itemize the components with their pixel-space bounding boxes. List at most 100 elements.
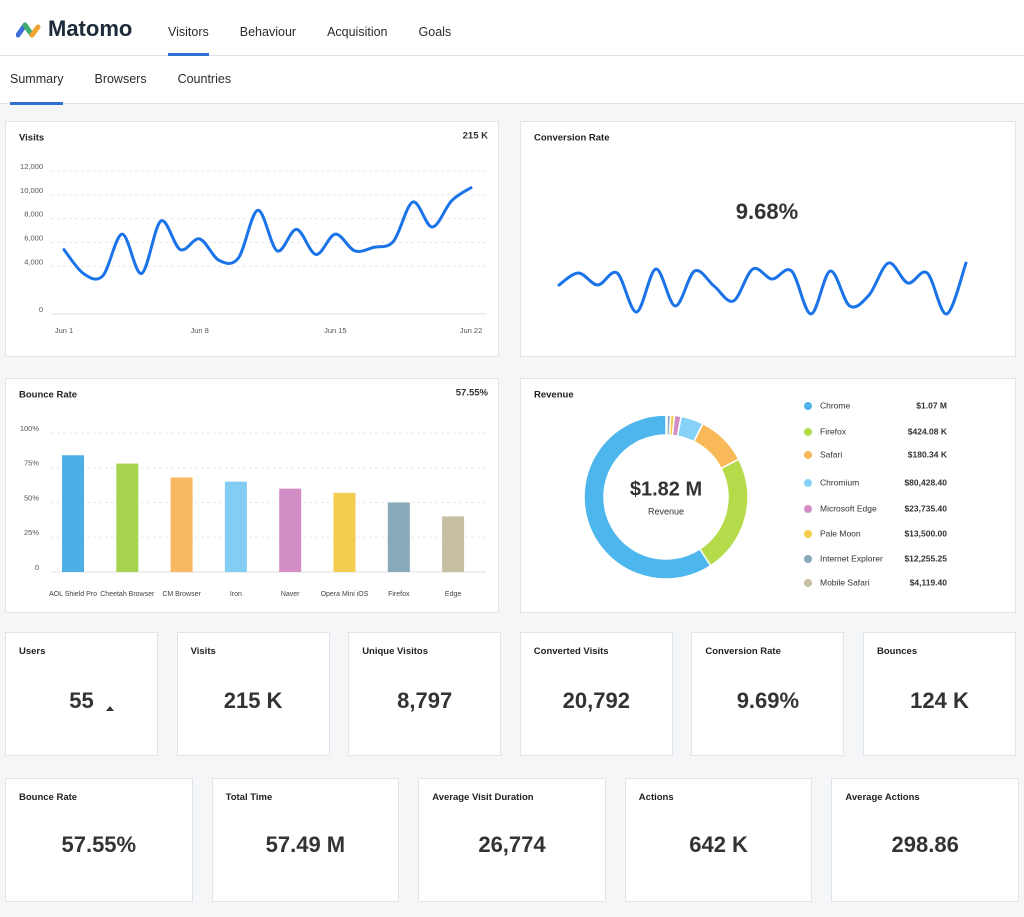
- kpi-card: Unique Visitos 8,797: [348, 632, 502, 756]
- chart-annotation: 215 K: [463, 131, 488, 142]
- kpi-value: 20,792: [562, 688, 630, 713]
- kpi-label: Visits: [190, 646, 216, 657]
- chart-card: Visits 215 K 0 4,000 6,000 8,000 10,000 12,000 J…: [5, 121, 499, 357]
- kpi-card: Actions 642 K: [624, 778, 813, 902]
- kpi-label: Users: [19, 646, 46, 657]
- kpi-label: Conversion Rate: [705, 646, 781, 657]
- chart-card: Conversion Rate 9.68%: [520, 121, 1016, 357]
- kpi-label: Bounces: [877, 646, 918, 657]
- x-tick-label: Cheetah Browser: [100, 591, 155, 598]
- legend-value: $23,735.40: [904, 503, 947, 513]
- y-tick-label: 0: [39, 305, 43, 314]
- kpi-label: Converted Visits: [533, 646, 609, 657]
- legend-value: $1.07 M: [916, 400, 947, 410]
- kpi-card: Average Actions 298.86: [831, 778, 1019, 902]
- x-tick-label: AOL Shield Pro: [49, 591, 97, 598]
- kpi-value: 124 K: [910, 688, 969, 713]
- trend-arrow: [106, 706, 114, 711]
- main-nav: Visitors Behaviour Acquisition Goals: [168, 0, 482, 56]
- bar: [333, 492, 356, 572]
- legend-swatch: [804, 505, 812, 513]
- chart-title: Conversion Rate: [534, 133, 610, 144]
- x-tick-label: Jun 15: [324, 326, 347, 335]
- x-tick-label: Iron: [230, 591, 242, 598]
- y-tick-label: 50%: [24, 493, 39, 502]
- chart: Revenue $1.82 M Revenue Chrome $1.07 M Firefo…: [534, 390, 948, 588]
- y-tick-label: 12,000: [20, 162, 43, 171]
- nav-tab[interactable]: Behaviour: [239, 25, 297, 39]
- chart-card: Revenue $1.82 M Revenue Chrome $1.07 M Firefo…: [520, 378, 1016, 613]
- kpi-label: Bounce Rate: [19, 792, 78, 803]
- donut-slice: [698, 458, 749, 567]
- center-value: $1.82 M: [630, 478, 702, 500]
- kpi-card: Converted Visits 20,792: [519, 632, 673, 756]
- legend-swatch: [804, 479, 812, 487]
- donut-slice: [583, 414, 712, 580]
- kpi-value: 8,797: [397, 688, 453, 713]
- legend-label: Chrome: [820, 400, 851, 410]
- kpi-value: 26,774: [478, 832, 546, 857]
- trend-icon: [106, 706, 114, 711]
- kpi-value: 9.69%: [736, 688, 800, 713]
- legend-label: Chromium: [820, 477, 859, 487]
- y-tick-label: 100%: [20, 424, 40, 433]
- legend-swatch: [804, 530, 812, 538]
- y-tick-label: 75%: [24, 459, 39, 468]
- sub-tab[interactable]: Summary: [10, 56, 64, 105]
- kpi-label: Actions: [638, 792, 674, 803]
- y-tick-label: 8,000: [24, 210, 43, 219]
- kpi-label: Total Time: [225, 792, 273, 803]
- legend-label: Microsoft Edge: [820, 503, 877, 513]
- nav-tab[interactable]: Acquisition: [327, 25, 388, 39]
- legend-label: Firefox: [820, 426, 847, 436]
- chart-card: Bounce Rate 57.55% 0 25% 50% 75% 100% AOL Shiel…: [5, 378, 499, 613]
- logo-icon: [16, 22, 41, 38]
- x-tick-label: Edge: [445, 591, 461, 598]
- kpi-value: 57.55%: [61, 832, 137, 857]
- chart: Bounce Rate 57.55% 0 25% 50% 75% 100% AOL Shiel…: [19, 388, 489, 598]
- logo[interactable]: Matomo: [48, 16, 133, 41]
- bar: [279, 488, 302, 572]
- y-tick-label: 10,000: [20, 186, 43, 195]
- kpi-value: 55: [69, 688, 94, 713]
- y-tick-label: 25%: [24, 528, 39, 537]
- kpi-label: Average Actions: [845, 792, 920, 803]
- nav-tab[interactable]: Visitors: [168, 0, 209, 56]
- nav-tab[interactable]: Goals: [418, 25, 452, 39]
- chart: Visits 215 K 0 4,000 6,000 8,000 10,000 12,000 J…: [19, 131, 488, 335]
- kpi-card: Users 55: [5, 632, 158, 756]
- donut-slice: [692, 422, 740, 470]
- header: Matomo Visitors Behaviour Acquisition Goals…: [0, 0, 1024, 105]
- bar: [224, 481, 247, 572]
- sub-tabs: Summary Browsers Countries: [10, 56, 262, 105]
- x-tick-label: Firefox: [388, 591, 410, 598]
- bar: [170, 477, 193, 572]
- kpi-card: Average Visit Duration 26,774: [418, 778, 606, 902]
- chart-title: Visits: [19, 133, 44, 144]
- kpi-value: 215 K: [223, 688, 283, 713]
- line: [62, 186, 473, 281]
- line: [557, 261, 968, 316]
- chart: Conversion Rate 9.68%: [534, 133, 968, 316]
- sub-tab[interactable]: Countries: [177, 72, 232, 86]
- chart-annotation: 57.55%: [456, 388, 489, 399]
- kpi-card: Total Time 57.49 M: [211, 778, 400, 902]
- legend-value: $424.08 K: [908, 426, 948, 436]
- center-label: Revenue: [648, 506, 684, 516]
- x-tick-label: CM Browser: [162, 591, 201, 598]
- legend-swatch: [804, 428, 812, 436]
- y-tick-label: 6,000: [24, 233, 43, 242]
- x-tick-label: Jun 8: [190, 326, 208, 335]
- y-tick-label: 0: [35, 563, 39, 572]
- legend-label: Safari: [820, 449, 842, 459]
- sub-tab[interactable]: Browsers: [94, 72, 147, 86]
- legend-swatch: [804, 579, 812, 587]
- x-tick-label: Jun 22: [460, 326, 483, 335]
- legend-swatch: [804, 451, 812, 459]
- bar: [116, 463, 139, 572]
- kpi-card: Bounces 124 K: [863, 632, 1016, 756]
- x-tick-label: Opera Mini iOS: [321, 591, 369, 598]
- chart-annotation: 9.68%: [736, 199, 798, 224]
- legend-value: $180.34 K: [908, 449, 948, 459]
